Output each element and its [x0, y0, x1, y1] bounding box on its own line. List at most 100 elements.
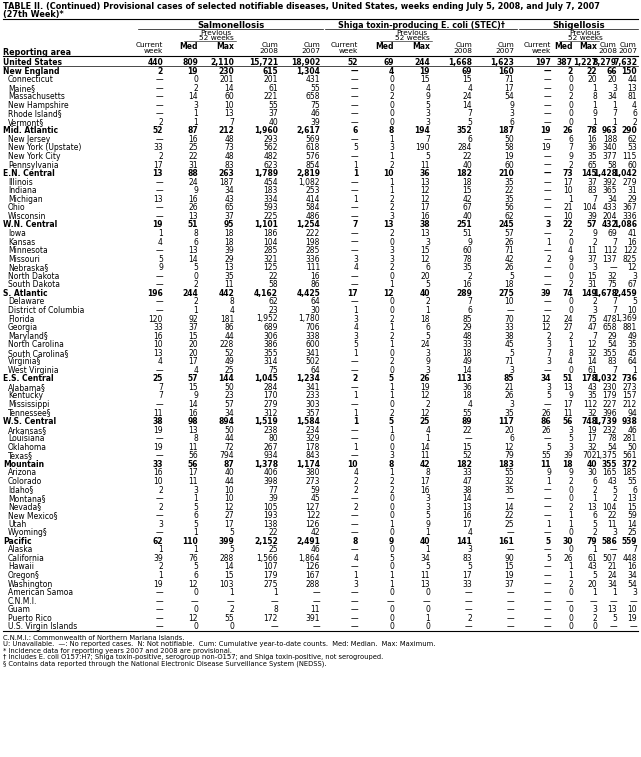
Text: Cum: Cum — [261, 42, 278, 48]
Text: Current: Current — [524, 42, 551, 48]
Text: 35: 35 — [462, 263, 472, 273]
Text: 0: 0 — [568, 263, 573, 273]
Text: Kansas: Kansas — [8, 238, 35, 247]
Text: 196: 196 — [147, 289, 163, 298]
Text: 40: 40 — [224, 469, 234, 478]
Text: W.S. Central: W.S. Central — [3, 417, 56, 426]
Text: 83: 83 — [608, 357, 617, 366]
Text: 15: 15 — [420, 75, 430, 84]
Text: —: — — [155, 528, 163, 537]
Text: 95: 95 — [224, 220, 234, 229]
Text: 201: 201 — [263, 75, 278, 84]
Text: 355: 355 — [601, 459, 617, 469]
Text: 17: 17 — [224, 520, 234, 528]
Text: 186: 186 — [263, 229, 278, 238]
Text: 20: 20 — [420, 272, 430, 281]
Text: 0: 0 — [592, 622, 597, 631]
Text: 7: 7 — [592, 195, 597, 204]
Text: —: — — [155, 622, 163, 631]
Text: 6: 6 — [467, 135, 472, 144]
Text: 0: 0 — [389, 238, 394, 247]
Text: 1: 1 — [353, 571, 358, 580]
Text: 69: 69 — [383, 58, 394, 67]
Text: 442: 442 — [218, 289, 234, 298]
Text: Shiga toxin-producing E. coli (STEC)†: Shiga toxin-producing E. coli (STEC)† — [338, 21, 504, 30]
Text: 1: 1 — [425, 614, 430, 623]
Text: 5: 5 — [612, 614, 617, 623]
Text: North Carolina: North Carolina — [8, 340, 64, 349]
Text: 17: 17 — [188, 469, 198, 478]
Text: 0: 0 — [568, 614, 573, 623]
Text: 10: 10 — [153, 340, 163, 349]
Text: 562: 562 — [263, 144, 278, 152]
Text: Arkansas§: Arkansas§ — [8, 425, 47, 435]
Text: New Mexico§: New Mexico§ — [8, 511, 58, 520]
Text: 1: 1 — [353, 443, 358, 452]
Text: 22: 22 — [504, 511, 514, 520]
Text: 54: 54 — [504, 92, 514, 101]
Text: —: — — [506, 614, 514, 623]
Text: 12: 12 — [542, 314, 551, 323]
Text: —: — — [155, 511, 163, 520]
Text: 194: 194 — [414, 126, 430, 136]
Text: 1: 1 — [389, 340, 394, 349]
Text: Texas§: Texas§ — [8, 451, 33, 460]
Text: 54: 54 — [628, 580, 637, 588]
Text: 71: 71 — [504, 246, 514, 255]
Text: 6: 6 — [193, 511, 198, 520]
Text: 64: 64 — [310, 366, 320, 375]
Text: 178: 178 — [306, 443, 320, 452]
Text: 34: 34 — [607, 195, 617, 204]
Text: 5: 5 — [509, 349, 514, 358]
Text: 22: 22 — [269, 528, 278, 537]
Text: 13: 13 — [420, 178, 430, 187]
Text: 2: 2 — [592, 298, 597, 307]
Text: 1,045: 1,045 — [254, 375, 278, 383]
Text: 1: 1 — [569, 511, 573, 520]
Text: 45: 45 — [310, 494, 320, 503]
Text: 3: 3 — [425, 349, 430, 358]
Text: 44: 44 — [224, 435, 234, 443]
Text: 181: 181 — [220, 314, 234, 323]
Text: 25: 25 — [504, 520, 514, 528]
Text: 0: 0 — [389, 118, 394, 127]
Text: 9: 9 — [509, 101, 514, 110]
Text: 58: 58 — [504, 144, 514, 152]
Text: 71: 71 — [504, 75, 514, 84]
Text: —: — — [629, 622, 637, 631]
Text: 126: 126 — [306, 520, 320, 528]
Text: 7: 7 — [158, 383, 163, 392]
Text: —: — — [351, 545, 358, 554]
Text: 288: 288 — [220, 554, 234, 563]
Text: 35: 35 — [628, 340, 637, 349]
Text: 113: 113 — [456, 375, 472, 383]
Text: 18: 18 — [463, 349, 472, 358]
Text: 74: 74 — [562, 289, 573, 298]
Text: 137: 137 — [603, 254, 617, 263]
Text: 78: 78 — [462, 254, 472, 263]
Text: 43: 43 — [607, 477, 617, 486]
Text: 29: 29 — [628, 195, 637, 204]
Text: 338: 338 — [306, 332, 320, 341]
Text: 51: 51 — [188, 220, 198, 229]
Text: 33: 33 — [153, 459, 163, 469]
Text: 233: 233 — [306, 391, 320, 400]
Text: 1,739: 1,739 — [593, 417, 617, 426]
Text: 12: 12 — [420, 409, 430, 418]
Text: 486: 486 — [306, 212, 320, 221]
Text: 279: 279 — [263, 400, 278, 409]
Text: 40: 40 — [462, 212, 472, 221]
Text: 1: 1 — [592, 588, 597, 597]
Text: 2: 2 — [193, 280, 198, 289]
Text: 9: 9 — [193, 186, 198, 195]
Text: 15: 15 — [420, 246, 430, 255]
Text: 1: 1 — [592, 84, 597, 92]
Text: 2: 2 — [389, 485, 394, 494]
Text: 10: 10 — [563, 212, 573, 221]
Text: 12: 12 — [188, 580, 198, 588]
Text: 288: 288 — [306, 580, 320, 588]
Text: 706: 706 — [305, 323, 320, 332]
Text: 87: 87 — [187, 126, 198, 136]
Text: 2: 2 — [546, 254, 551, 263]
Text: —: — — [351, 67, 358, 76]
